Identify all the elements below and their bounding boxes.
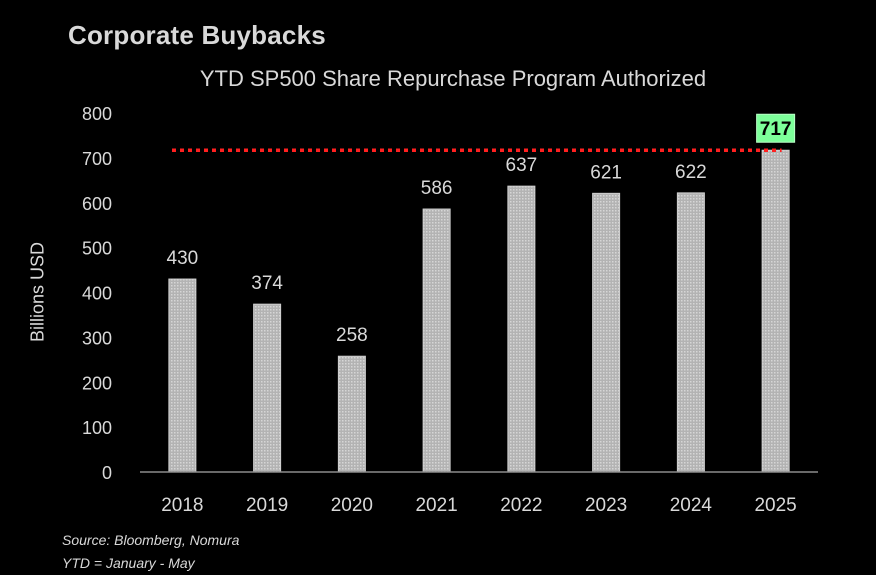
x-tick-label-2018: 2018: [161, 495, 203, 516]
chart-subtitle: YTD SP500 Share Repurchase Program Autho…: [199, 66, 707, 91]
y-tick-label-4: 400: [82, 284, 112, 304]
data-label-2024: 622: [675, 162, 707, 183]
data-label-2022: 637: [506, 155, 538, 176]
y-tick-label-0: 0: [102, 463, 112, 483]
bar-2025: [761, 149, 790, 473]
y-tick-label-2: 200: [82, 373, 112, 393]
bar-2022: [507, 185, 536, 473]
bar-2019: [253, 303, 282, 473]
chart-title: Corporate Buybacks: [68, 20, 326, 50]
y-tick-label-1: 100: [82, 418, 112, 438]
y-tick-label-7: 700: [82, 149, 112, 169]
bars-group: [168, 149, 790, 473]
bar-2021: [422, 208, 451, 473]
bar-2024: [676, 192, 705, 473]
x-tick-label-2020: 2020: [331, 495, 373, 516]
x-tick-label-2019: 2019: [246, 495, 288, 516]
bar-2023: [592, 192, 621, 473]
y-tick-label-5: 500: [82, 239, 112, 259]
y-tick-label-8: 800: [82, 104, 112, 124]
x-tick-label-2025: 2025: [754, 495, 796, 516]
x-tick-label-2023: 2023: [585, 495, 627, 516]
y-tick-label-6: 600: [82, 194, 112, 214]
data-label-2019: 374: [251, 273, 283, 294]
ytd-note: YTD = January - May: [62, 555, 195, 571]
highlight-label-box: [756, 113, 796, 143]
y-axis-ticks: 0 100 200 300 400 500 600 700 800: [82, 104, 112, 483]
data-label-2020: 258: [336, 325, 368, 346]
data-label-2025: 717: [760, 119, 792, 140]
data-label-2018: 430: [167, 248, 199, 269]
y-tick-label-3: 300: [82, 328, 112, 348]
data-label-2023: 621: [590, 162, 622, 183]
source-note: Source: Bloomberg, Nomura: [62, 532, 240, 548]
x-tick-label-2024: 2024: [670, 495, 713, 516]
bar-2018: [168, 278, 197, 473]
bar-2020: [337, 355, 366, 473]
data-labels-group: 430 374 258 586 637 621 622 717: [167, 113, 796, 346]
x-axis-ticks: 2018 2019 2020 2021 2022 2023 2024 2025: [161, 495, 797, 516]
x-tick-label-2021: 2021: [415, 495, 457, 516]
x-tick-label-2022: 2022: [500, 495, 542, 516]
data-label-2021: 586: [421, 178, 453, 199]
